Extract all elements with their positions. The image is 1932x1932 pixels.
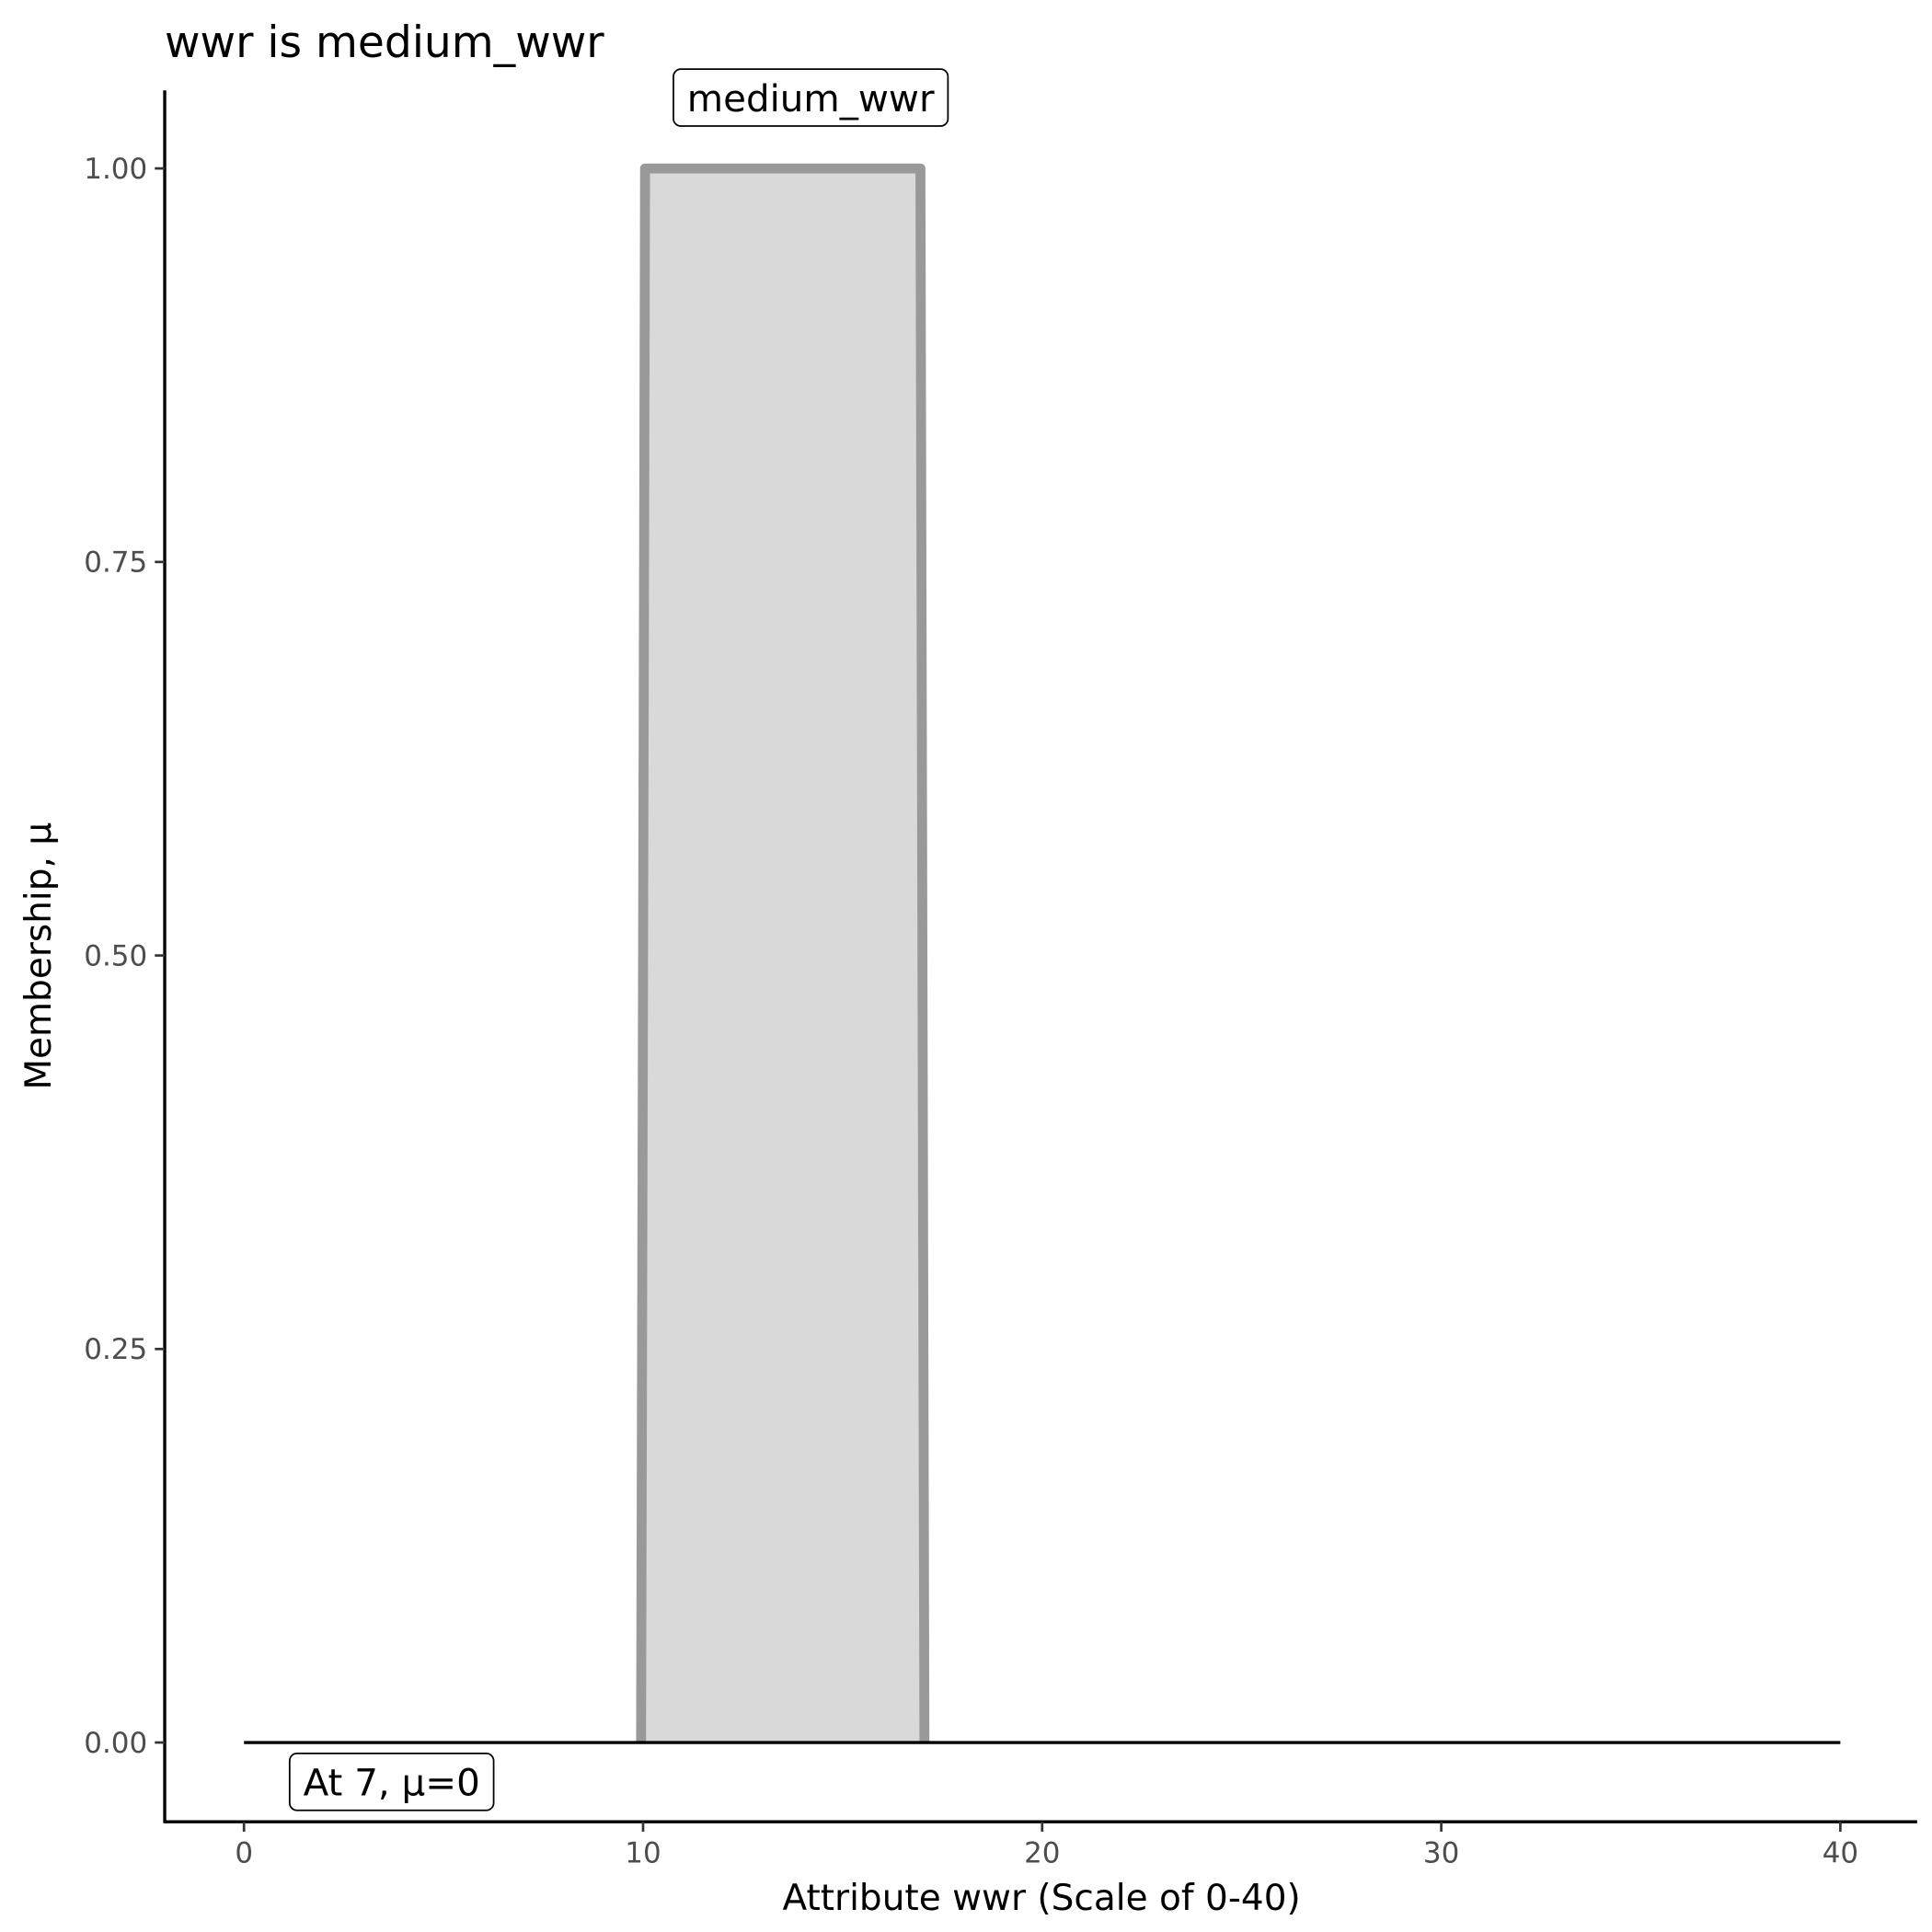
membership-line xyxy=(636,163,930,1743)
annotation-box xyxy=(288,1752,495,1811)
y-tick-label: 1.00 xyxy=(84,153,147,186)
annotation-label: At 7, μ=0 xyxy=(288,1752,495,1811)
annotation-text: At 7, μ=0 xyxy=(304,1762,480,1805)
y-tick-label: 0.00 xyxy=(84,1727,147,1760)
x-tick-label: 30 xyxy=(1423,1837,1459,1870)
annotation-label: medium_wwr xyxy=(673,68,949,127)
y-tick-label: 0.50 xyxy=(84,939,147,972)
annotation-text: medium_wwr xyxy=(687,77,935,121)
annotation-box xyxy=(673,68,949,127)
y-tick-label: 0.25 xyxy=(84,1333,147,1366)
membership-area xyxy=(640,168,925,1743)
y-tick-label: 0.75 xyxy=(84,546,147,580)
chart-title: wwr is medium_wwr xyxy=(165,17,604,68)
x-axis-label: Attribute wwr (Scale of 0-40) xyxy=(782,1878,1300,1919)
x-tick-label: 0 xyxy=(235,1837,253,1870)
x-tick-label: 40 xyxy=(1823,1837,1858,1870)
x-tick-label: 20 xyxy=(1024,1837,1060,1870)
y-axis-label: Membership, μ xyxy=(18,822,60,1090)
x-tick-label: 10 xyxy=(625,1837,661,1870)
